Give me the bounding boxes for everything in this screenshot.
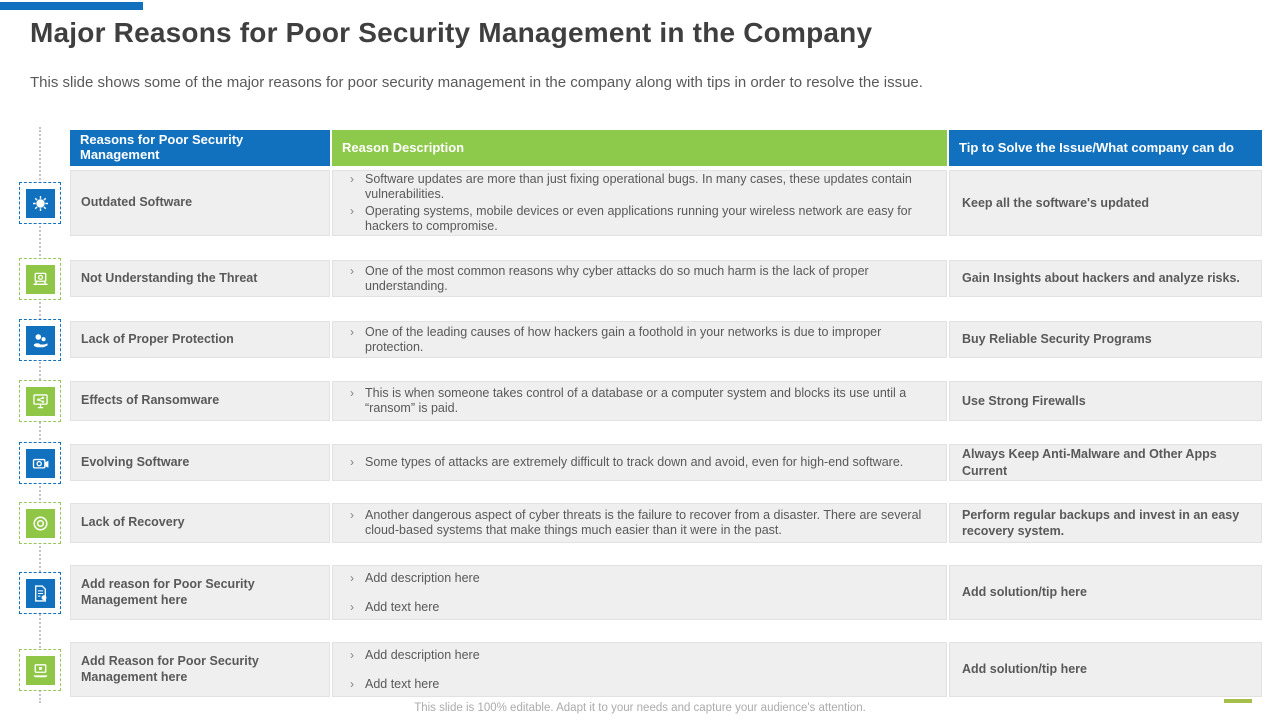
target-rings-icon [19, 502, 61, 544]
tip-cell: Use Strong Firewalls [949, 381, 1262, 421]
laptop-alert-icon-tile [25, 264, 55, 294]
virus-bug-icon [19, 182, 61, 224]
reason-cell: Add reason for Poor Security Management … [70, 565, 330, 620]
description-cell: › Another dangerous aspect of cyber threa… [332, 503, 947, 543]
bullet-item: › This is when someone takes control of a… [339, 386, 936, 416]
tip-cell: Add solution/tip here [949, 565, 1262, 620]
table-row: Evolving Software › Some types of attacks… [70, 444, 1262, 481]
tip-cell: Keep all the software's updated [949, 170, 1262, 236]
bullet-item: › Another dangerous aspect of cyber threa… [339, 508, 936, 538]
reason-cell: Outdated Software [70, 170, 330, 236]
bullet-text: Add text here [365, 599, 440, 614]
bullet-item: › Software updates are more than just fix… [339, 172, 936, 202]
bullet-marker: › [350, 570, 354, 585]
table-row: Add Reason for Poor Security Management … [70, 642, 1262, 697]
bullet-marker: › [350, 599, 354, 614]
bullet-text: Add description here [365, 570, 480, 585]
tip-cell: Gain Insights about hackers and analyze … [949, 260, 1262, 297]
laptop-lock-icon [19, 649, 61, 691]
bullet-text: Add description here [365, 647, 480, 662]
bullet-item: › Add text here [339, 677, 936, 692]
table-row: Lack of Proper Protection › One of the le… [70, 321, 1262, 358]
bullet-marker: › [350, 172, 354, 186]
bullet-text: Operating systems, mobile devices or eve… [365, 204, 912, 233]
camera-icon-tile [25, 448, 55, 478]
virus-bug-icon-tile [25, 188, 55, 218]
description-cell: › Add description here › Add text here [332, 642, 947, 697]
bullet-text: Another dangerous aspect of cyber threat… [365, 508, 922, 537]
document-gear-icon-tile [25, 578, 55, 608]
monitor-network-icon [19, 380, 61, 422]
description-cell: › This is when someone takes control of a… [332, 381, 947, 421]
bullet-text: Add text here [365, 676, 440, 691]
target-rings-icon-tile [25, 508, 55, 538]
description-cell: › Software updates are more than just fix… [332, 170, 947, 236]
reason-cell: Effects of Ransomware [70, 381, 330, 421]
reason-cell: Not Understanding the Threat [70, 260, 330, 297]
bullet-text: Some types of attacks are extremely diff… [365, 455, 904, 469]
bullet-item: › Add description here [339, 648, 936, 663]
page-title: Major Reasons for Poor Security Manageme… [30, 17, 873, 48]
tip-cell: Add solution/tip here [949, 642, 1262, 697]
bullet-marker: › [350, 508, 354, 522]
monitor-network-icon-tile [25, 386, 55, 416]
bullet-text: One of the most common reasons why cyber… [365, 263, 869, 293]
bullet-text: Software updates are more than just fixi… [365, 172, 912, 201]
reason-cell: Lack of Recovery [70, 503, 330, 543]
hand-gears-icon-tile [25, 325, 55, 355]
bullet-marker: › [350, 386, 354, 400]
description-cell: › Some types of attacks are extremely dif… [332, 444, 947, 481]
bullet-text: One of the leading causes of how hackers… [365, 324, 882, 354]
bullet-marker: › [350, 647, 354, 662]
tip-cell: Always Keep Anti-Malware and Other Apps … [949, 444, 1262, 481]
column-header-tip: Tip to Solve the Issue/What company can … [949, 130, 1262, 166]
reason-cell: Add Reason for Poor Security Management … [70, 642, 330, 697]
bullet-item: › One of the most common reasons why cybe… [339, 264, 936, 294]
description-cell: › One of the leading causes of how hacker… [332, 321, 947, 358]
bullet-marker: › [350, 324, 354, 339]
description-cell: › One of the most common reasons why cybe… [332, 260, 947, 297]
bullet-marker: › [350, 676, 354, 691]
tip-cell: Buy Reliable Security Programs [949, 321, 1262, 358]
table-header-row: Reasons for Poor Security Management Rea… [70, 130, 1262, 166]
laptop-lock-icon-tile [25, 655, 55, 685]
reasons-table: Reasons for Poor Security Management Rea… [70, 130, 1262, 697]
hand-gears-icon [19, 319, 61, 361]
table-row: Outdated Software › Software updates are … [70, 170, 1262, 236]
column-header-reasons: Reasons for Poor Security Management [70, 130, 330, 166]
bullet-marker: › [350, 263, 354, 278]
bullet-marker: › [350, 204, 354, 218]
bullet-item: › Some types of attacks are extremely dif… [339, 455, 936, 470]
top-accent-bar [0, 2, 143, 10]
table-row: Effects of Ransomware › This is when some… [70, 381, 1262, 421]
table-row: Not Understanding the Threat › One of the… [70, 260, 1262, 297]
slide-subtitle: This slide shows some of the major reaso… [30, 74, 923, 91]
bullet-item: › Operating systems, mobile devices or ev… [339, 204, 936, 234]
document-gear-icon [19, 572, 61, 614]
bullet-item: › Add description here [339, 571, 936, 586]
description-cell: › Add description here › Add text here [332, 565, 947, 620]
column-header-description: Reason Description [332, 130, 947, 166]
laptop-alert-icon [19, 258, 61, 300]
corner-accent-dash [1224, 699, 1252, 703]
bullet-text: This is when someone takes control of a … [365, 386, 907, 415]
reason-cell: Evolving Software [70, 444, 330, 481]
reason-cell: Lack of Proper Protection [70, 321, 330, 358]
camera-icon [19, 442, 61, 484]
bullet-item: › One of the leading causes of how hacker… [339, 325, 936, 355]
table-row: Add reason for Poor Security Management … [70, 565, 1262, 620]
footer-note: This slide is 100% editable. Adapt it to… [414, 702, 866, 714]
table-row: Lack of Recovery › Another dangerous aspe… [70, 503, 1262, 543]
bullet-marker: › [350, 455, 354, 469]
tip-cell: Perform regular backups and invest in an… [949, 503, 1262, 543]
bullet-item: › Add text here [339, 600, 936, 615]
